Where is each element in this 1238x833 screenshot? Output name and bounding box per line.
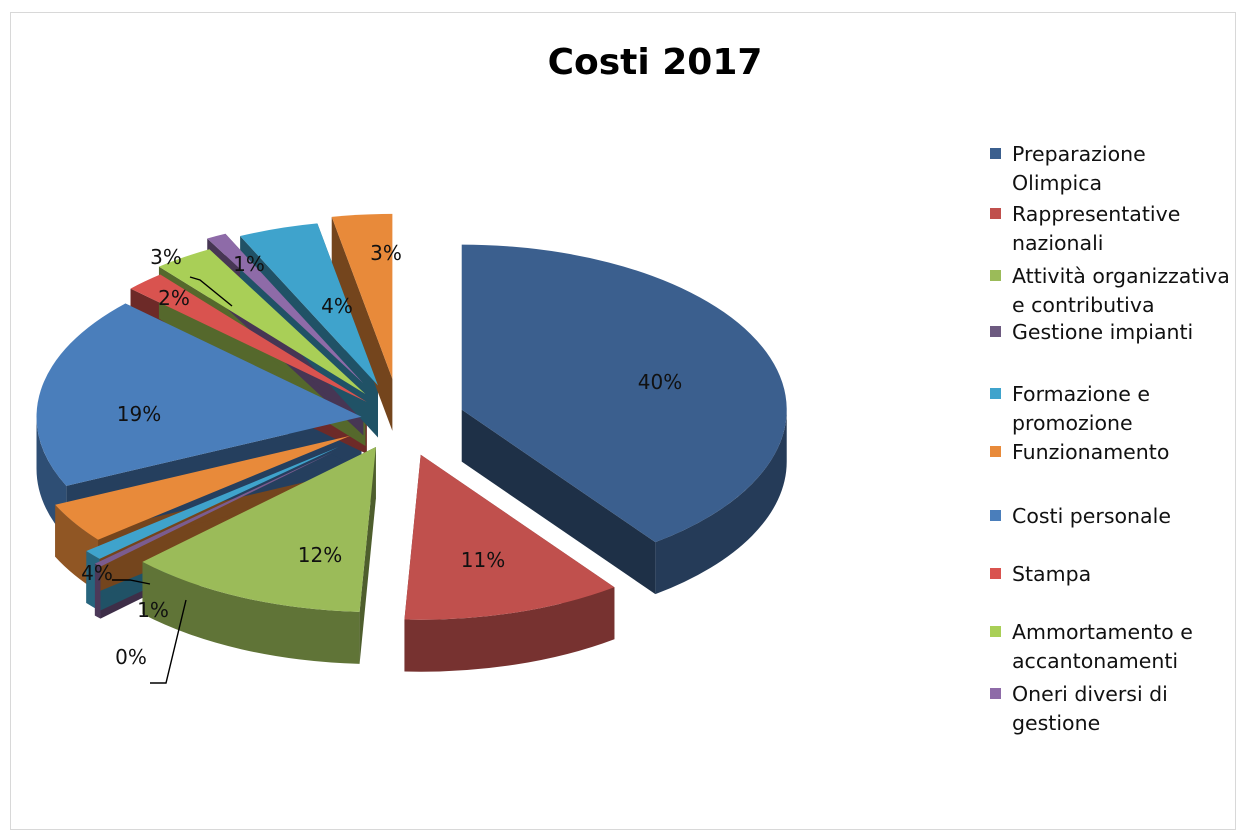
pie-slice bbox=[86, 446, 339, 559]
legend-label-line: promozione bbox=[1012, 411, 1133, 435]
legend-label: Ammortamento e accantonamenti bbox=[1012, 618, 1193, 676]
legend-label-line: Funzionamento bbox=[1012, 440, 1170, 464]
legend-label-line: nazionali bbox=[1012, 231, 1104, 255]
legend-label-line: Oneri diversi di bbox=[1012, 682, 1168, 706]
legend-label: Rappresentative nazionali bbox=[1012, 200, 1180, 258]
legend-swatch bbox=[990, 326, 1001, 337]
legend-swatch bbox=[990, 148, 1001, 159]
slice-wall bbox=[655, 409, 787, 595]
legend-swatch bbox=[990, 388, 1001, 399]
pie-slice bbox=[331, 213, 393, 379]
legend-label: Stampa bbox=[1012, 560, 1091, 589]
data-label: 2% bbox=[158, 286, 190, 310]
legend-swatch bbox=[990, 446, 1001, 457]
slice-wall bbox=[142, 561, 360, 664]
legend-label-line: Costi personale bbox=[1012, 504, 1171, 528]
slice-side bbox=[359, 447, 376, 664]
data-label: 12% bbox=[298, 543, 342, 567]
slice-side bbox=[461, 409, 656, 595]
chart-title: Costi 2017 bbox=[547, 42, 763, 83]
pie-slice bbox=[94, 451, 334, 567]
legend-label: Costi personale bbox=[1012, 502, 1171, 531]
pie-slice bbox=[36, 303, 362, 486]
data-label: 4% bbox=[321, 294, 353, 318]
data-label: 1% bbox=[137, 598, 169, 622]
leader-line bbox=[150, 599, 187, 684]
legend-label: Formazione e promozione bbox=[1012, 380, 1150, 438]
legend-label: Funzionamento bbox=[1012, 438, 1169, 467]
legend-swatch bbox=[990, 208, 1001, 219]
pie-slice bbox=[158, 249, 366, 395]
data-label: 3% bbox=[370, 241, 402, 265]
legend-label-line: Rappresentative bbox=[1012, 202, 1181, 226]
data-label: 4% bbox=[81, 561, 113, 585]
chart-frame bbox=[10, 12, 1236, 830]
pie-slice bbox=[142, 447, 376, 612]
legend-label-line: gestione bbox=[1012, 711, 1101, 735]
pie-slice bbox=[207, 233, 364, 384]
slice-side bbox=[331, 216, 393, 431]
leader-line bbox=[189, 276, 233, 307]
legend-label: Oneri diversi di gestione bbox=[1012, 680, 1168, 738]
data-label: 0% bbox=[115, 645, 147, 669]
slice-side bbox=[240, 236, 378, 438]
data-label: 19% bbox=[117, 402, 161, 426]
legend-label: Preparazione Olimpica bbox=[1012, 140, 1146, 198]
legend-label: Attività organizzativa e contributiva bbox=[1012, 262, 1230, 320]
legend-label-line: Gestione impianti bbox=[1012, 320, 1194, 344]
data-label: 1% bbox=[233, 252, 265, 276]
legend-label-line: Preparazione bbox=[1012, 142, 1146, 166]
legend-swatch bbox=[990, 688, 1001, 699]
legend-swatch bbox=[990, 270, 1001, 281]
slice-wall bbox=[94, 563, 101, 619]
legend-label-line: Attività organizzativa bbox=[1012, 264, 1230, 288]
legend-swatch bbox=[990, 568, 1001, 579]
legend-label-line: Stampa bbox=[1012, 562, 1092, 586]
legend-label: Gestione impianti bbox=[1012, 318, 1193, 347]
pie-slice bbox=[130, 274, 367, 402]
pie-slice bbox=[461, 244, 787, 543]
legend-swatch bbox=[990, 626, 1001, 637]
pie-slice bbox=[240, 223, 378, 386]
legend-label-line: Ammortamento e bbox=[1012, 620, 1193, 644]
data-label: 11% bbox=[461, 548, 505, 572]
legend-label-line: accantonamenti bbox=[1012, 649, 1179, 673]
pie-slice bbox=[404, 454, 615, 620]
legend-label-line: Formazione e bbox=[1012, 382, 1150, 406]
legend-label-line: e contributiva bbox=[1012, 293, 1155, 317]
data-label: 40% bbox=[638, 370, 682, 394]
leader-line bbox=[112, 579, 151, 585]
data-label: 3% bbox=[150, 245, 182, 269]
legend-swatch bbox=[990, 510, 1001, 521]
legend-label-line: Olimpica bbox=[1012, 171, 1103, 195]
pie-slice bbox=[55, 435, 351, 540]
slice-wall bbox=[404, 587, 615, 672]
